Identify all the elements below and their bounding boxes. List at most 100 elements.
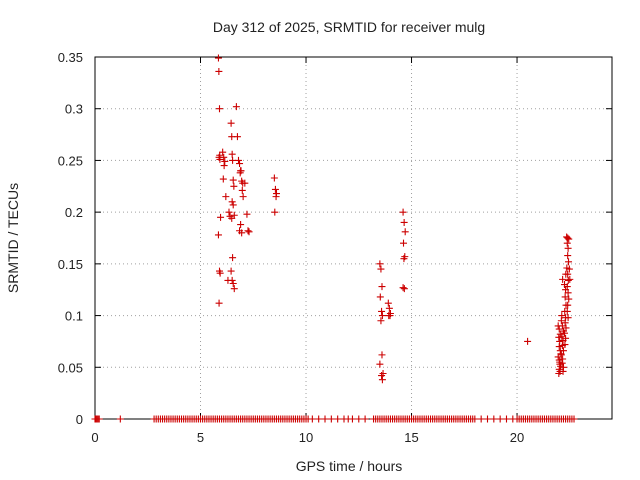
data-point [561,319,569,327]
data-point [228,214,236,222]
data-point [233,133,241,141]
x-axis-ticks: 0 5 10 15 20 [91,57,524,445]
data-point [219,148,227,156]
data-point [227,119,235,127]
data-point [237,221,245,229]
data-point [270,174,278,182]
data-point [361,415,369,423]
data-point [238,186,246,194]
data-point [564,314,572,322]
x-tick-label: 0 [91,430,98,445]
y-tick-label: 0.25 [58,153,83,168]
data-point [222,193,230,201]
data-point [561,329,569,337]
y-tick-label: 0 [76,412,83,427]
data-point [378,372,386,380]
data-point [315,415,323,423]
data-point [228,198,236,206]
data-point [214,54,222,62]
x-tick-label: 5 [197,430,204,445]
data-point [237,167,245,175]
data-point [565,265,573,273]
data-point [230,182,238,190]
data-point [219,175,227,183]
data-point [229,280,237,288]
data-point [399,208,407,216]
data-point [221,157,229,165]
data-point [564,301,572,309]
data-point [502,415,510,423]
data-point [217,213,225,221]
data-point [562,334,570,342]
data-point [232,103,240,111]
data-point [563,283,571,291]
data-point [378,351,386,359]
data-point [564,289,572,297]
data-point [386,312,394,320]
chart-title: Day 312 of 2025, SRMTID for receiver mul… [213,19,485,35]
data-point [400,285,408,293]
data-point [561,341,569,349]
data-point [228,150,236,158]
data-point [477,415,485,423]
data-point [557,351,565,359]
data-point [220,162,228,170]
x-axis-label: GPS time / hours [296,458,403,474]
y-tick-label: 0.1 [65,309,83,324]
data-point [238,229,246,237]
data-point [376,293,384,301]
data-point [230,285,238,293]
data-point [229,254,237,262]
data-point [376,360,384,368]
data-point [400,218,408,226]
data-point [241,179,249,187]
data-point [271,185,279,193]
data-point [227,267,235,275]
x-tick-label: 20 [510,430,524,445]
y-tick-label: 0.2 [65,205,83,220]
data-point [555,343,563,351]
data-point [558,359,566,367]
data-point [400,255,408,263]
data-point [496,415,504,423]
data-point [385,304,393,312]
data-point [561,293,569,301]
data-point [378,376,386,384]
data-point [555,325,563,333]
data-point [559,367,567,375]
y-tick-label: 0.35 [58,50,83,65]
data-point [327,415,335,423]
data-point [471,415,479,423]
y-tick-label: 0.15 [58,257,83,272]
data-point [378,307,386,315]
data-points [91,54,578,423]
data-point [215,67,223,75]
data-point [562,324,570,332]
y-tick-label: 0.3 [65,102,83,117]
data-point [216,269,224,277]
data-point [384,299,392,307]
data-point [236,160,244,168]
data-point [564,276,572,284]
grid-lines [95,57,612,419]
data-point [228,276,236,284]
data-point [214,231,222,239]
data-point [400,239,408,247]
data-point [483,415,491,423]
data-point [229,176,237,184]
x-tick-label: 10 [299,430,313,445]
data-point [564,252,572,260]
data-point [216,151,224,159]
data-point [355,415,363,423]
data-point [229,201,237,209]
data-point [378,312,386,320]
data-point [558,312,566,320]
data-point [399,284,407,292]
y-axis-label: SRMTID / TECUs [5,183,21,293]
data-point [565,258,573,266]
data-point [377,265,385,273]
data-point [348,415,356,423]
data-point [555,369,563,377]
plot-frame [94,56,613,420]
